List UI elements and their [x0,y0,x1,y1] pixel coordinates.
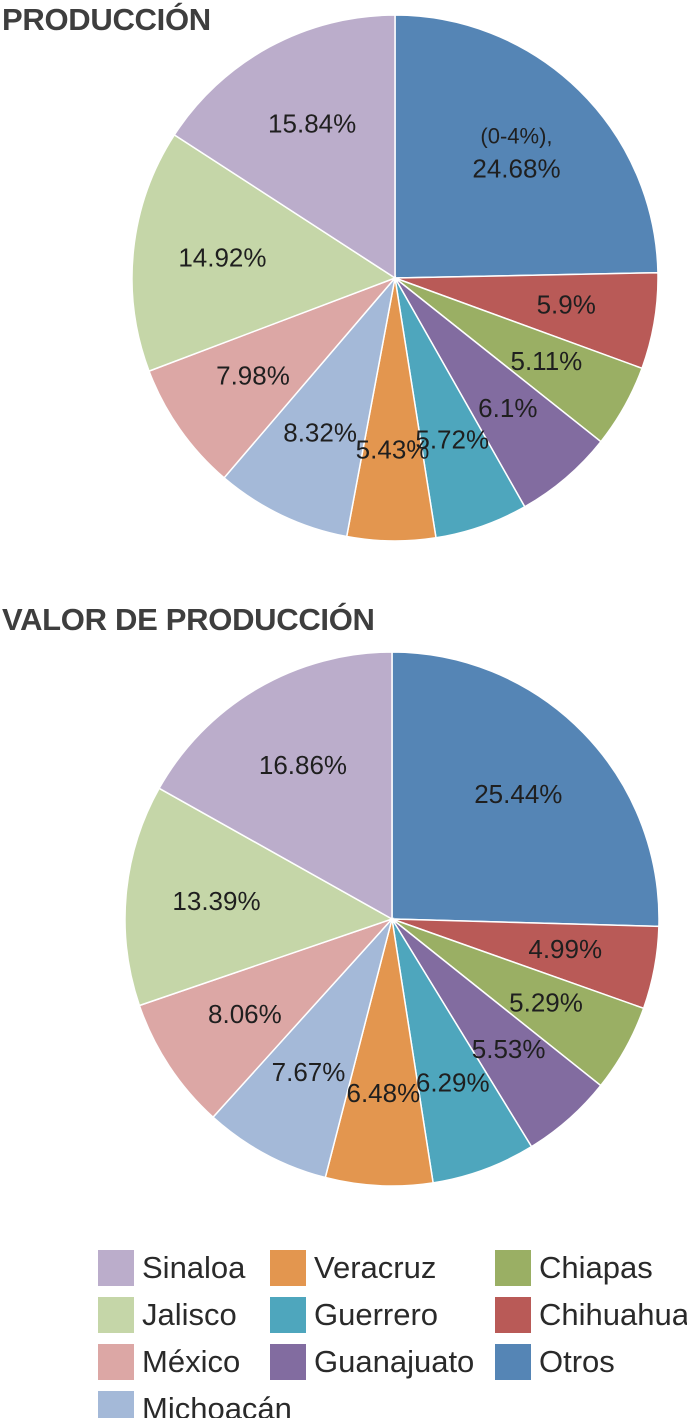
pie-slice-michoacan [211,918,393,1179]
data-label-jalisco: 13.39% [172,886,260,916]
legend-label-michoacan: Michoacán [142,1391,292,1418]
legend-item-sinaloa: Sinaloa [98,1248,245,1288]
legend-swatch-michoacan [98,1391,134,1418]
pie-slice-jalisco [124,787,394,1007]
legend-swatch-chihuahua [495,1297,531,1333]
pie-slice-mexico [148,277,396,479]
pie-slice-michoacan [223,275,397,538]
data-label-chiapas: 5.11% [510,346,582,376]
data-label-sinaloa: 16.86% [259,750,347,780]
data-label-guerrero: 5.72% [415,425,489,455]
data-label-michoacan: 7.67% [272,1057,346,1087]
legend-item-mexico: México [98,1342,240,1382]
data-label-veracruz: 6.48% [346,1078,420,1108]
data-label-guanajuato: 6.1% [478,393,537,423]
legend-swatch-chiapas [495,1250,531,1286]
legend-swatch-guerrero [270,1297,306,1333]
legend-item-chihuahua: Chihuahua [495,1295,687,1335]
legend: Sinaloa Veracruz Chiapas Jalisco Guerrero Chi… [0,1240,687,1418]
pie-slice-mexico [138,917,395,1119]
data-label-mexico: 8.06% [208,999,282,1029]
legend-item-guanajuato: Guanajuato [270,1342,474,1382]
legend-item-michoacan: Michoacán [98,1389,292,1418]
legend-label-chiapas: Chiapas [539,1250,653,1285]
legend-swatch-veracruz [270,1250,306,1286]
pie-chart-valor-de-produccion: 25.44% 4.99% 5.29% 5.53%6.29%6.48%7.67% 8.06… [124,651,660,1187]
legend-swatch-guanajuato [270,1344,306,1380]
legend-label-guerrero: Guerrero [314,1297,439,1332]
pie-chart-produccion: (0-4%), 24.68% 5.9% 5.11% 6.1%5.72%5.43%8.32… [131,14,659,542]
pie-slice-jalisco [131,133,397,373]
legend-swatch-otros [495,1344,531,1380]
data-label-jalisco: 14.92% [178,242,266,272]
data-label-michoacan: 8.32% [283,417,357,447]
pie-slice-sinaloa [158,651,393,921]
legend-item-guerrero: Guerrero [270,1295,438,1335]
data-label-chihuahua: 4.99% [528,934,602,964]
chart-title-valor-de-produccion: VALOR DE PRODUCCIÓN [2,602,375,637]
legend-swatch-mexico [98,1344,134,1380]
legend-swatch-jalisco [98,1297,134,1333]
data-label-guanajuato: 5.53% [472,1034,546,1064]
data-label-otros-line-2: 24.68% [472,153,560,183]
data-label-otros-line-1: (0-4%), [480,123,552,148]
data-label-mexico: 7.98% [216,361,290,391]
data-label-otros: 25.44% [474,779,562,809]
legend-item-chiapas: Chiapas [495,1248,653,1288]
legend-label-mexico: México [142,1344,241,1379]
legend-label-guanajuato: Guanajuato [314,1344,475,1379]
data-label-veracruz: 5.43% [356,434,430,464]
legend-swatch-sinaloa [98,1250,134,1286]
pie-slice-otros [391,651,660,928]
legend-label-jalisco: Jalisco [142,1297,237,1332]
pie-slice-otros [394,14,659,279]
data-label-chiapas: 5.29% [509,987,583,1017]
chart-title-produccion: PRODUCCIÓN [2,2,211,37]
data-label-sinaloa: 15.84% [268,108,356,138]
legend-item-veracruz: Veracruz [270,1248,436,1288]
legend-label-otros: Otros [539,1344,615,1379]
legend-item-otros: Otros [495,1342,615,1382]
legend-label-veracruz: Veracruz [314,1250,437,1285]
legend-label-chihuahua: Chihuahua [539,1297,687,1332]
legend-item-jalisco: Jalisco [98,1295,237,1335]
pie-slice-sinaloa [173,14,396,280]
data-label-chihuahua: 5.9% [537,289,596,319]
data-label-guerrero: 6.29% [416,1067,490,1097]
legend-label-sinaloa: Sinaloa [142,1250,246,1285]
